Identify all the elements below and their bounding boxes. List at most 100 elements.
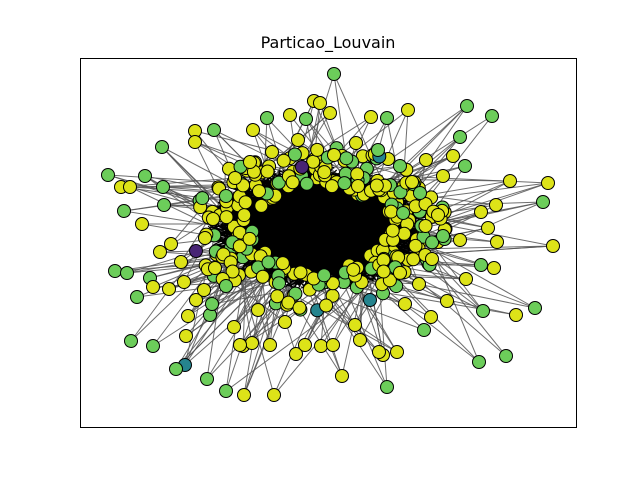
network-node <box>293 265 308 280</box>
network-node <box>339 151 354 166</box>
network-node <box>265 145 279 159</box>
network-node <box>189 244 203 258</box>
network-node <box>425 252 439 266</box>
network-edge <box>225 274 267 392</box>
network-node <box>487 261 501 275</box>
network-node <box>146 280 160 294</box>
network-node <box>369 178 384 193</box>
network-node <box>326 338 340 352</box>
network-node <box>459 272 473 286</box>
network-node <box>228 171 242 185</box>
network-node <box>412 277 426 291</box>
network-node <box>398 297 412 311</box>
network-node <box>181 309 195 323</box>
network-node <box>206 212 220 226</box>
network-node <box>124 334 138 348</box>
network-node <box>205 297 219 311</box>
network-node <box>424 310 438 324</box>
network-node <box>327 148 341 162</box>
network-node <box>208 261 222 275</box>
network-node <box>481 221 495 235</box>
network-node <box>346 262 361 277</box>
network-node <box>401 103 415 117</box>
network-node <box>405 175 419 189</box>
network-node <box>108 264 122 278</box>
network-node <box>490 235 504 249</box>
network-node <box>260 164 275 179</box>
network-node <box>376 264 391 279</box>
network-node <box>503 174 517 188</box>
network-edge <box>396 278 480 363</box>
network-node <box>292 300 307 315</box>
network-node <box>317 165 332 180</box>
network-node <box>237 208 252 223</box>
node-layer <box>101 67 560 402</box>
network-node <box>189 293 203 307</box>
network-node <box>254 198 269 213</box>
network-node <box>237 388 251 402</box>
network-node <box>174 255 188 269</box>
network-node <box>406 252 421 267</box>
network-node <box>164 237 178 251</box>
network-node <box>396 206 411 220</box>
network-node <box>419 153 433 167</box>
network-node <box>138 169 152 183</box>
network-node <box>295 160 309 174</box>
network-node <box>227 320 241 334</box>
network-edge <box>227 279 286 323</box>
network-node <box>146 339 160 353</box>
network-node <box>198 231 212 245</box>
network-node <box>528 301 542 315</box>
network-node <box>285 175 300 190</box>
network-node <box>536 195 550 209</box>
network-node <box>245 336 259 350</box>
network-node <box>348 318 362 332</box>
network-node <box>200 372 214 386</box>
network-node <box>153 245 167 259</box>
network-node <box>327 67 341 81</box>
network-node <box>299 176 314 191</box>
network-node <box>130 290 144 304</box>
network-node <box>337 176 352 191</box>
network-node <box>207 123 221 137</box>
network-node <box>385 223 400 238</box>
network-node <box>272 276 286 291</box>
network-node <box>351 179 365 193</box>
network-node <box>197 283 211 297</box>
network-node <box>485 109 499 123</box>
network-node <box>372 345 386 359</box>
network-node <box>349 136 363 150</box>
network-node <box>287 147 302 162</box>
network-node <box>413 186 427 200</box>
network-node <box>418 219 433 233</box>
network-node <box>177 275 191 289</box>
network-node <box>541 176 555 190</box>
network-node <box>489 198 503 212</box>
network-node <box>289 347 303 361</box>
network-node <box>363 293 377 307</box>
network-node <box>453 233 467 247</box>
network-node <box>233 338 247 352</box>
network-node <box>509 308 523 322</box>
network-node <box>440 294 454 308</box>
network-node <box>314 339 328 353</box>
network-node <box>384 204 399 219</box>
network-node <box>335 369 349 383</box>
network-node <box>474 205 488 219</box>
network-node <box>219 279 233 293</box>
network-node <box>353 333 367 347</box>
network-node <box>261 255 276 270</box>
network-node <box>291 133 305 147</box>
network-node <box>393 265 407 280</box>
network-node <box>255 269 270 284</box>
network-node <box>101 168 115 182</box>
network-node <box>155 140 169 154</box>
core-mass <box>230 182 406 274</box>
network-node <box>546 239 560 253</box>
network-node <box>120 266 134 280</box>
network-node <box>380 111 394 125</box>
network-node <box>408 238 423 253</box>
network-node <box>298 338 312 352</box>
network-node <box>364 110 378 124</box>
